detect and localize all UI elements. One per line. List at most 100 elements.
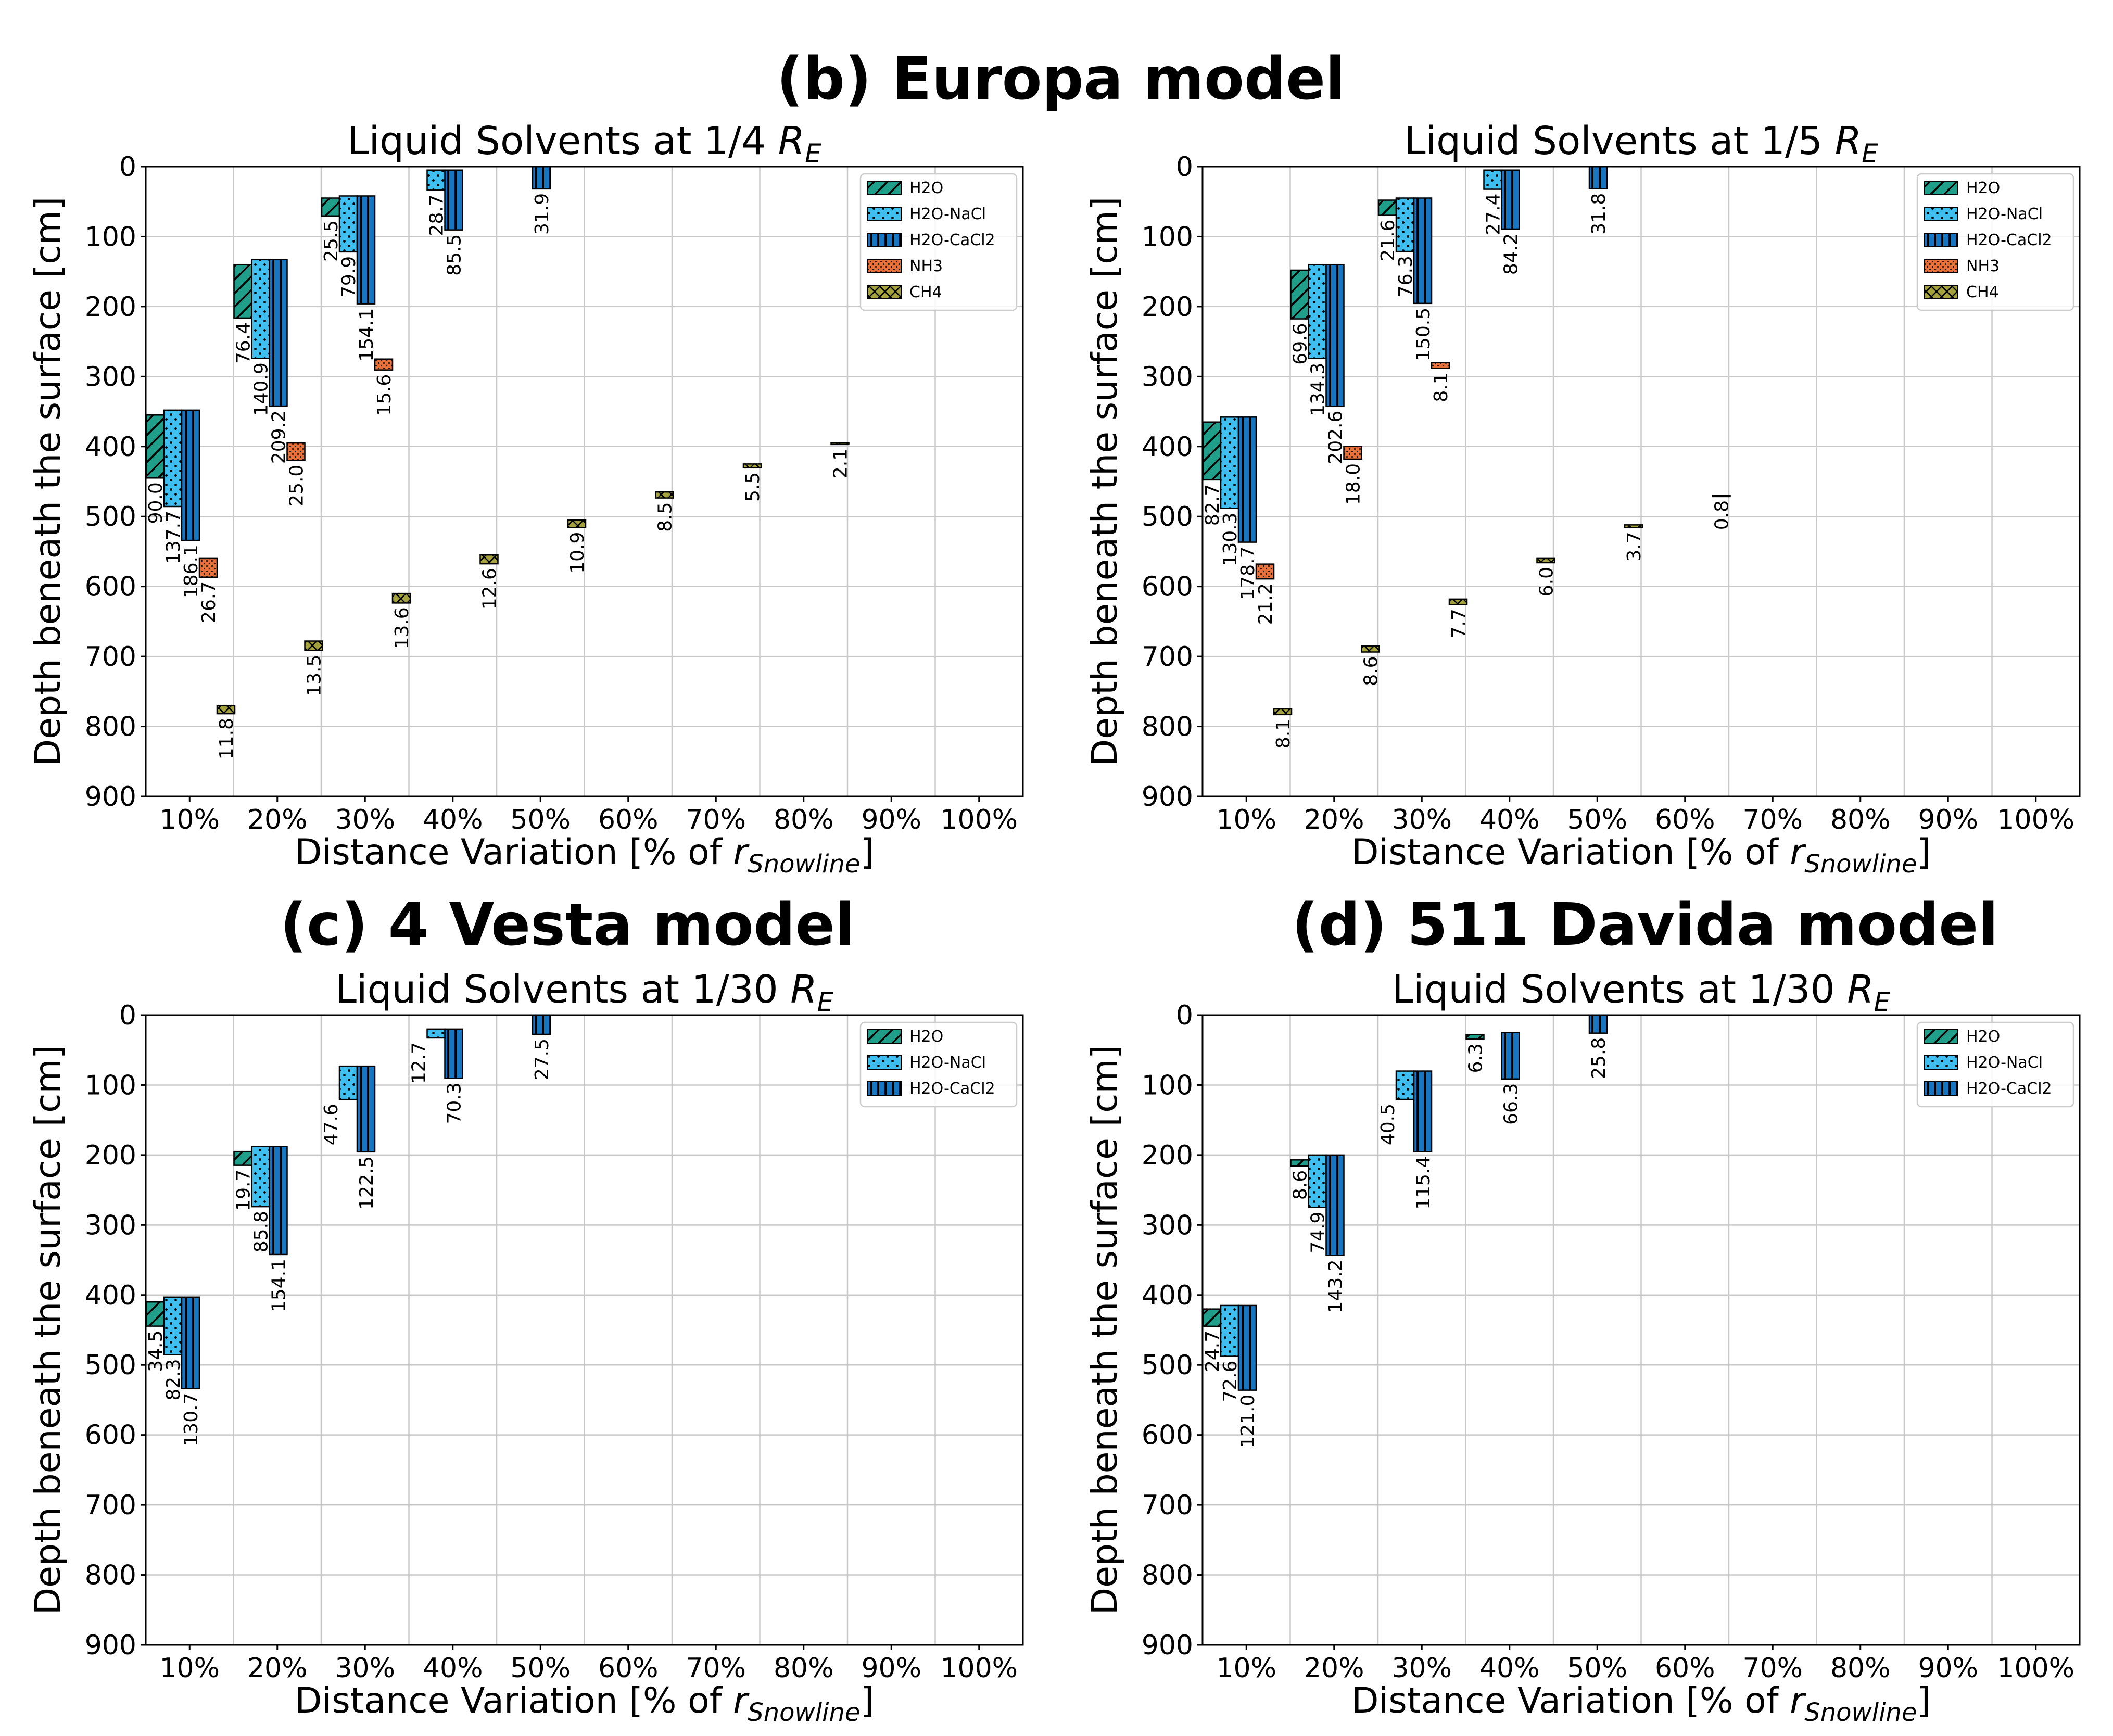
y-tick-label: 900: [85, 1630, 136, 1661]
data-label: 85.5: [444, 234, 465, 276]
bar-h2o-cacl2: [532, 166, 551, 190]
x-tick-label: 100%: [1997, 1653, 2074, 1684]
legend-swatch-h2o-cacl2: [867, 233, 902, 247]
bar-ch4: [479, 554, 499, 565]
x-tick-label: 70%: [1742, 1653, 1803, 1684]
x-tick-label: 100%: [940, 804, 1018, 835]
bar-h2o-nacl: [1308, 263, 1327, 360]
bar-h2o: [233, 263, 252, 319]
y-tick-label: 900: [1142, 1630, 1193, 1661]
data-label: 11.8: [216, 718, 237, 759]
data-label: 115.4: [1413, 1156, 1434, 1210]
legend-swatch-h2o-nacl: [1924, 1055, 1958, 1070]
data-label: 12.6: [479, 568, 501, 610]
bar-ch4: [1712, 495, 1731, 498]
data-label: 6.3: [1465, 1043, 1487, 1073]
bar-h2o-nacl: [338, 195, 358, 253]
y-tick-label: 800: [85, 1560, 136, 1591]
x-tick-label: 30%: [335, 804, 395, 835]
panel-title: Liquid Solvents at 1/30 RE: [335, 967, 834, 1017]
bar-nh3: [374, 358, 394, 371]
x-tick-label: 10%: [159, 1653, 220, 1684]
bar-h2o: [1465, 1034, 1485, 1040]
legend: H2O H2O-NaCl H2O-CaCl2: [1916, 1021, 2074, 1108]
legend-swatch-h2o-cacl2: [1924, 1081, 1958, 1096]
x-tick-label: 90%: [1918, 1653, 1978, 1684]
data-label: 3.7: [1624, 531, 1645, 561]
y-tick-label: 300: [1142, 361, 1193, 392]
x-axis-label: Distance Variation [% of rSnowline]: [295, 832, 874, 879]
bar-h2o-nacl: [251, 259, 270, 359]
legend-swatch-h2o-nacl: [1924, 207, 1958, 221]
x-tick-label: 100%: [1997, 804, 2074, 835]
bar-h2o-nacl: [1395, 1070, 1415, 1100]
bar-h2o-cacl2: [1237, 1304, 1257, 1391]
legend-label: H2O: [909, 179, 943, 197]
bar-h2o-cacl2: [1501, 1032, 1520, 1080]
panel-2: Liquid Solvents at 1/5 RE 0 100 200 300 400 50…: [1084, 119, 2081, 879]
bar-h2o-cacl2: [1325, 1154, 1345, 1256]
data-label: 82.3: [163, 1359, 184, 1400]
bar-h2o-cacl2: [181, 1296, 200, 1389]
data-label: 82.7: [1202, 484, 1223, 526]
data-label: 76.4: [233, 322, 255, 364]
bar-ch4: [1361, 645, 1380, 653]
legend-label: H2O-NaCl: [1966, 205, 2043, 223]
bar-ch4: [742, 463, 762, 469]
legend-swatch-ch4: [867, 285, 902, 299]
legend-swatch-nh3: [1924, 259, 1958, 273]
bar-h2o: [145, 414, 165, 479]
y-tick-label: 400: [85, 432, 136, 463]
y-tick-label: 100: [85, 221, 136, 252]
x-axis-label: Distance Variation [% of rSnowline]: [1351, 832, 1931, 879]
y-tick-label: 100: [1142, 1070, 1193, 1101]
y-tick-label: 600: [85, 572, 136, 603]
data-label: 85.8: [251, 1211, 272, 1252]
bar-ch4: [655, 491, 674, 499]
data-label: 31.9: [532, 193, 553, 235]
data-label: 69.6: [1290, 323, 1311, 365]
y-tick-label: 600: [1142, 572, 1193, 603]
bar-h2o-nacl: [163, 1296, 183, 1355]
y-tick-label: 700: [1142, 1490, 1193, 1521]
data-label: 137.7: [163, 511, 184, 564]
bar-ch4: [304, 640, 323, 651]
data-label: 84.2: [1501, 233, 1522, 275]
y-tick-label: 200: [85, 292, 136, 323]
x-tick-label: 30%: [1391, 1653, 1452, 1684]
bar-h2o: [1290, 269, 1309, 320]
legend-label: CH4: [909, 283, 942, 301]
bar-h2o-nacl: [1395, 197, 1415, 252]
bar-h2o-nacl: [1220, 416, 1239, 509]
data-label: 143.2: [1325, 1259, 1347, 1313]
x-tick-label: 10%: [1216, 804, 1276, 835]
suptitle: (b) Europa model: [777, 45, 1346, 113]
bar-h2o-cacl2: [1325, 263, 1345, 407]
panel-3: (c) 4 Vesta model Liquid Solvents at 1/30…: [28, 891, 1024, 1727]
y-tick-label: 700: [1142, 641, 1193, 673]
data-label: 18.0: [1343, 463, 1364, 505]
x-tick-label: 30%: [1391, 804, 1452, 835]
bar-h2o-cacl2: [356, 1065, 376, 1153]
legend-label: H2O: [1966, 179, 2000, 197]
data-label: 24.7: [1202, 1330, 1223, 1372]
bar-h2o-nacl: [426, 169, 446, 191]
data-label: 28.7: [426, 194, 448, 236]
bar-h2o-nacl: [1308, 1154, 1327, 1208]
bar-h2o-cacl2: [532, 1014, 551, 1035]
legend-label: H2O-NaCl: [1966, 1054, 2043, 1072]
data-label: 34.5: [145, 1330, 167, 1372]
y-tick-label: 600: [1142, 1420, 1193, 1451]
y-tick-label: 0: [119, 1000, 136, 1031]
bar-h2o-nacl: [426, 1028, 446, 1039]
data-label: 154.1: [356, 308, 377, 362]
data-label: 47.6: [321, 1104, 342, 1145]
bar-ch4: [391, 592, 411, 604]
y-tick-label: 900: [85, 781, 136, 813]
data-label: 74.9: [1308, 1212, 1329, 1253]
data-label: 154.1: [269, 1259, 290, 1312]
x-tick-label: 90%: [861, 804, 921, 835]
data-label: 25.8: [1588, 1037, 1610, 1079]
data-label: 209.2: [269, 410, 290, 464]
bar-ch4: [1624, 524, 1643, 528]
